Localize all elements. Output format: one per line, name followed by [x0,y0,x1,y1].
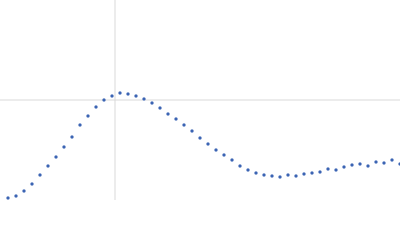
point [14,194,18,198]
point [174,117,178,121]
point [46,164,50,168]
point [78,123,82,127]
point [198,136,202,140]
point [286,173,290,177]
point [30,182,34,186]
point [270,174,274,178]
point [358,162,362,166]
point [86,114,90,118]
point [334,168,338,172]
point [254,171,258,175]
point [262,173,266,177]
point [278,175,282,179]
point [246,168,250,172]
point [206,142,210,146]
point [350,163,354,167]
point [118,91,122,95]
point [390,158,394,162]
chart [0,0,400,200]
point [182,123,186,127]
point [238,164,242,168]
point [214,148,218,152]
point [54,155,58,159]
point [38,173,42,177]
point [294,174,298,178]
point [230,158,234,162]
point [166,112,170,116]
point [382,161,386,165]
point [302,172,306,176]
point [190,129,194,133]
point [102,98,106,102]
point [326,167,330,171]
point [70,135,74,139]
point [150,101,154,105]
point [134,94,138,98]
point [374,160,378,164]
point [342,165,346,169]
point [110,94,114,98]
point [126,92,130,96]
point [142,97,146,101]
point [366,164,370,168]
point [310,171,314,175]
point [22,189,26,193]
point [94,105,98,109]
point [62,145,66,149]
point [158,106,162,110]
point [222,153,226,157]
point [318,170,322,174]
point [6,196,10,200]
